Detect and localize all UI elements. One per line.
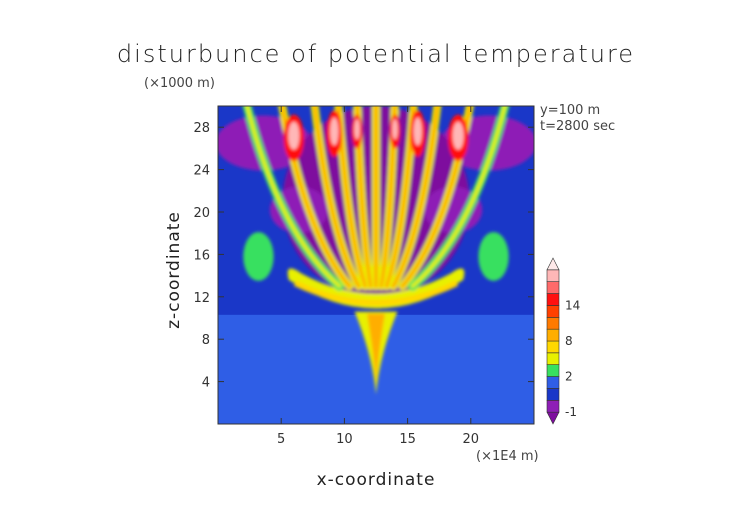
axis-ticks: 5 10 15 20 4 8 12 16 20 24 28 [193,106,534,447]
colorbar-segment [546,388,560,401]
colorbar-segment [546,376,560,389]
colorbar-segment [546,340,560,354]
annotation-y: y=100 m [540,103,601,118]
plot-area [218,106,534,424]
plot-frame [217,105,535,425]
y-tick-label: 4 [202,376,210,391]
y-tick-label: 20 [193,206,210,221]
wave-finger-core [410,106,507,288]
x-unit-label: (×1E4 m) [476,449,539,464]
hot-core-center [413,117,422,146]
field-contours [218,106,534,395]
colorbar-segment [546,399,560,413]
x-tick-label: 10 [336,432,353,447]
colorbar-tick-label: 14 [565,298,580,312]
colorbar-segment [546,352,560,366]
pos-plume-core [367,313,385,386]
hot-core-center [330,117,339,146]
hot-core-center [392,119,398,140]
hot-core-center [288,121,300,150]
colorbar-segment [546,364,560,377]
pos-blob-right [478,232,509,281]
colorbar-segment [546,305,560,318]
x-tick-label: 20 [463,432,480,447]
colorbar-tick-label: -1 [565,405,577,419]
y-tick-label: 8 [202,333,210,348]
wave-finger-core [391,106,440,288]
hot-core-center [354,119,360,140]
colorbar-segment [546,328,560,342]
y-tick-label: 12 [193,291,210,306]
y-unit-label: (×1000 m) [144,76,215,91]
colorbar-segment [546,316,560,330]
colorbar-segment [546,257,560,271]
colorbar: -1 2 8 14 [546,257,580,425]
pos-crescent-core [293,280,459,306]
chart-title: disturbunce of potential temperature [116,40,636,68]
pos-blob-left [243,232,274,281]
x-tick-label: 5 [277,432,285,447]
colorbar-tick-label: 8 [565,334,573,348]
x-axis-label: x-coordinate [316,470,436,490]
y-axis-label: z-coordinate [164,211,184,329]
colorbar-segment [546,411,560,425]
y-tick-label: 24 [193,164,210,179]
wave-finger-core [312,106,361,288]
colorbar-segment [546,281,560,294]
annotation-time: t=2800 sec [540,119,616,134]
hot-core-center [452,121,464,150]
colorbar-tick-label: 2 [565,370,573,384]
y-tick-label: 16 [193,248,210,263]
colorbar-segment [546,269,560,283]
colorbar-segment [546,293,560,306]
x-tick-label: 15 [399,432,416,447]
y-tick-label: 28 [193,121,210,136]
wave-finger-core [245,106,342,288]
